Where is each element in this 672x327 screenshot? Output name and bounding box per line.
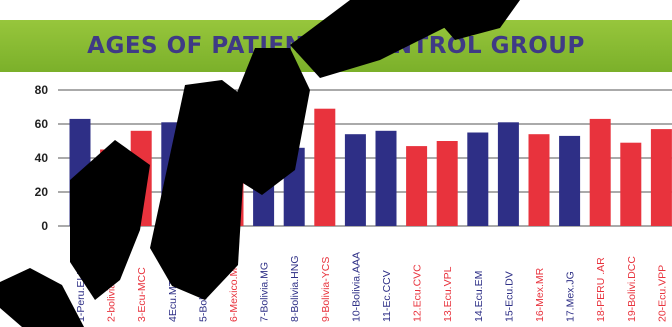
bar — [620, 142, 642, 226]
bar — [222, 139, 244, 226]
x-tick-label: 1-Peru.ELP — [75, 268, 87, 322]
bar — [161, 122, 183, 226]
x-tick-label: 16-Mex.MR — [534, 267, 546, 322]
x-tick-label: 12.Ecu.CVC — [412, 264, 424, 322]
x-tick-label: 14.Ecu.EM — [473, 271, 485, 322]
y-tick-label: 60 — [35, 117, 49, 131]
bar — [436, 141, 458, 226]
x-tick-label: 4Ecu.MTV — [167, 273, 179, 322]
bars-layer — [69, 108, 672, 226]
bar — [69, 118, 91, 226]
x-tick-label: 2-bolivia.CA — [106, 265, 118, 322]
x-tick-label: 11-Ec.CCV — [381, 270, 393, 322]
bar — [406, 146, 428, 226]
chart-title: AGES OF PATIENTS. CONTROL GROUP — [87, 33, 585, 59]
x-tick-label: 13.Ecu.VPL — [442, 266, 454, 322]
y-tick-labels: 0 20 40 60 80 — [35, 83, 49, 233]
bar — [191, 146, 213, 226]
bar — [375, 130, 397, 226]
x-tick-label: 10-Bolivia.AAA — [350, 252, 362, 322]
bar — [283, 147, 305, 226]
x-tick-label: 9-Bolivia-YCS — [320, 257, 332, 322]
x-tick-label: 7-Bolivia.MG — [259, 262, 271, 322]
x-tick-label: 6-Mexico.MCC — [228, 252, 240, 322]
x-tick-label: 20-Ecu.VPP — [656, 265, 668, 322]
bar — [497, 122, 519, 226]
bar — [650, 129, 672, 226]
bar — [253, 117, 275, 226]
x-tick-label: 18-PERU .AR — [595, 257, 607, 322]
y-tick-label: 40 — [35, 151, 49, 165]
bar — [528, 134, 550, 226]
bar — [100, 149, 122, 226]
x-tick-label: 17.Mex.JG — [565, 271, 577, 322]
bar — [314, 108, 336, 226]
bar — [344, 134, 366, 226]
y-tick-label: 20 — [35, 185, 49, 199]
bar — [559, 135, 581, 226]
x-tick-label: 3-Ecu-MCC — [136, 267, 148, 322]
x-tick-labels: 1-Peru.ELP 2-bolivia.CA 3-Ecu-MCC 4Ecu.MTV 5… — [75, 252, 668, 322]
x-tick-label: 8-Bolivia.HNG — [289, 255, 301, 322]
x-tick-label: 5-Bolivia-JCH — [197, 258, 209, 322]
bar — [467, 132, 489, 226]
x-tick-label: 19-Bolivi.DCC — [626, 256, 638, 322]
y-tick-label: 80 — [35, 83, 49, 97]
y-tick-label: 0 — [41, 219, 48, 233]
bar — [130, 130, 152, 226]
x-tick-label: 15-Ecu.DV — [503, 271, 515, 322]
bar — [589, 118, 611, 226]
